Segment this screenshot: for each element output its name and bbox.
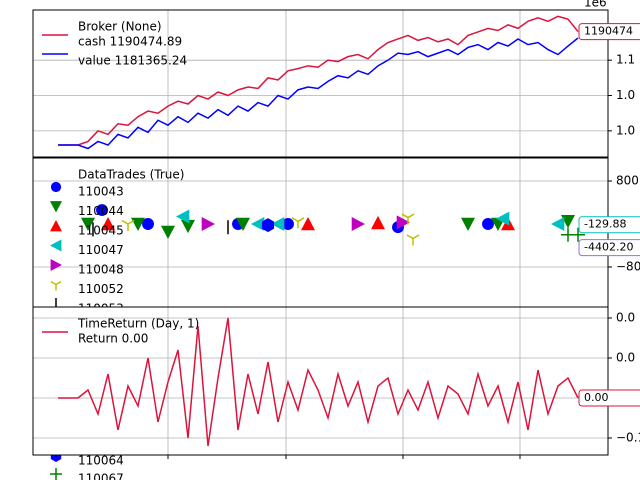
marker (351, 216, 365, 231)
legend-label: 110064 (78, 454, 124, 468)
value-tag: -129.88 (584, 218, 626, 231)
marker (50, 201, 62, 213)
line (58, 317, 579, 447)
marker (236, 217, 250, 231)
value-tag-box (578, 239, 640, 257)
marker (50, 280, 62, 291)
legend-label: 110043 (78, 185, 124, 199)
legend-label: 110047 (78, 243, 124, 257)
value-tag: 0.00 (584, 391, 609, 404)
marker (401, 213, 415, 225)
marker (482, 218, 494, 230)
marker (50, 259, 62, 271)
line (58, 15, 579, 146)
marker (176, 209, 190, 224)
legend-title: DataTrades (True) (78, 168, 184, 182)
marker (571, 227, 585, 242)
marker (282, 218, 294, 230)
y-tick-label: 1.0 (616, 123, 635, 137)
marker (461, 217, 475, 231)
legend-label: 110067 (78, 472, 124, 480)
marker (161, 225, 175, 240)
marker (101, 216, 115, 231)
marker (131, 217, 145, 231)
value-tag: 1190474 (584, 25, 633, 38)
legend-label: 110044 (78, 204, 124, 218)
panel-background (33, 10, 608, 157)
y-tick-label: −0.1 (616, 431, 640, 445)
marker (551, 216, 565, 231)
y-tick-label: 1.0 (616, 88, 635, 102)
marker (561, 215, 575, 229)
marker (121, 219, 135, 231)
offset-text: 1e6 (584, 0, 607, 10)
legend-label: 110045 (78, 224, 124, 238)
panel-background (33, 307, 608, 455)
marker (301, 216, 315, 231)
marker (396, 215, 410, 230)
marker (251, 216, 265, 231)
marker (96, 204, 108, 216)
legend-label: cash 1190474.89 (78, 35, 182, 49)
panel-frame (32, 9, 609, 158)
value-tag-box (578, 389, 640, 407)
panel-frame (32, 306, 609, 456)
marker (261, 218, 275, 233)
marker (50, 468, 62, 480)
marker (50, 181, 62, 193)
legend-label: value 1181365.24 (78, 54, 187, 68)
marker (50, 220, 62, 232)
value-tag-box (578, 216, 640, 234)
marker (50, 239, 62, 252)
y-tick-label: −80 (616, 259, 640, 273)
legend-label: Return 0.00 (78, 332, 148, 346)
value-tag-box (578, 23, 640, 41)
legend-label: 110052 (78, 282, 124, 296)
y-tick-label: 0.0 (616, 351, 635, 365)
marker (201, 216, 215, 231)
marker (291, 217, 305, 229)
line (58, 37, 579, 150)
marker (181, 219, 195, 234)
legend-label: 110048 (78, 263, 124, 277)
marker (81, 217, 95, 231)
panel-background (33, 158, 608, 307)
marker (271, 216, 285, 231)
marker (406, 234, 420, 246)
marker (142, 218, 154, 230)
y-tick-label: 1.1 (616, 53, 635, 67)
marker (371, 215, 385, 230)
marker (496, 211, 510, 226)
legend-title: TimeReturn (Day, 1) (77, 317, 199, 331)
y-tick-label: 0.0 (616, 311, 635, 325)
legend-title: Broker (None) (78, 20, 162, 34)
y-tick-label: 800 (616, 173, 639, 187)
value-tag: -4402.20 (584, 241, 633, 254)
